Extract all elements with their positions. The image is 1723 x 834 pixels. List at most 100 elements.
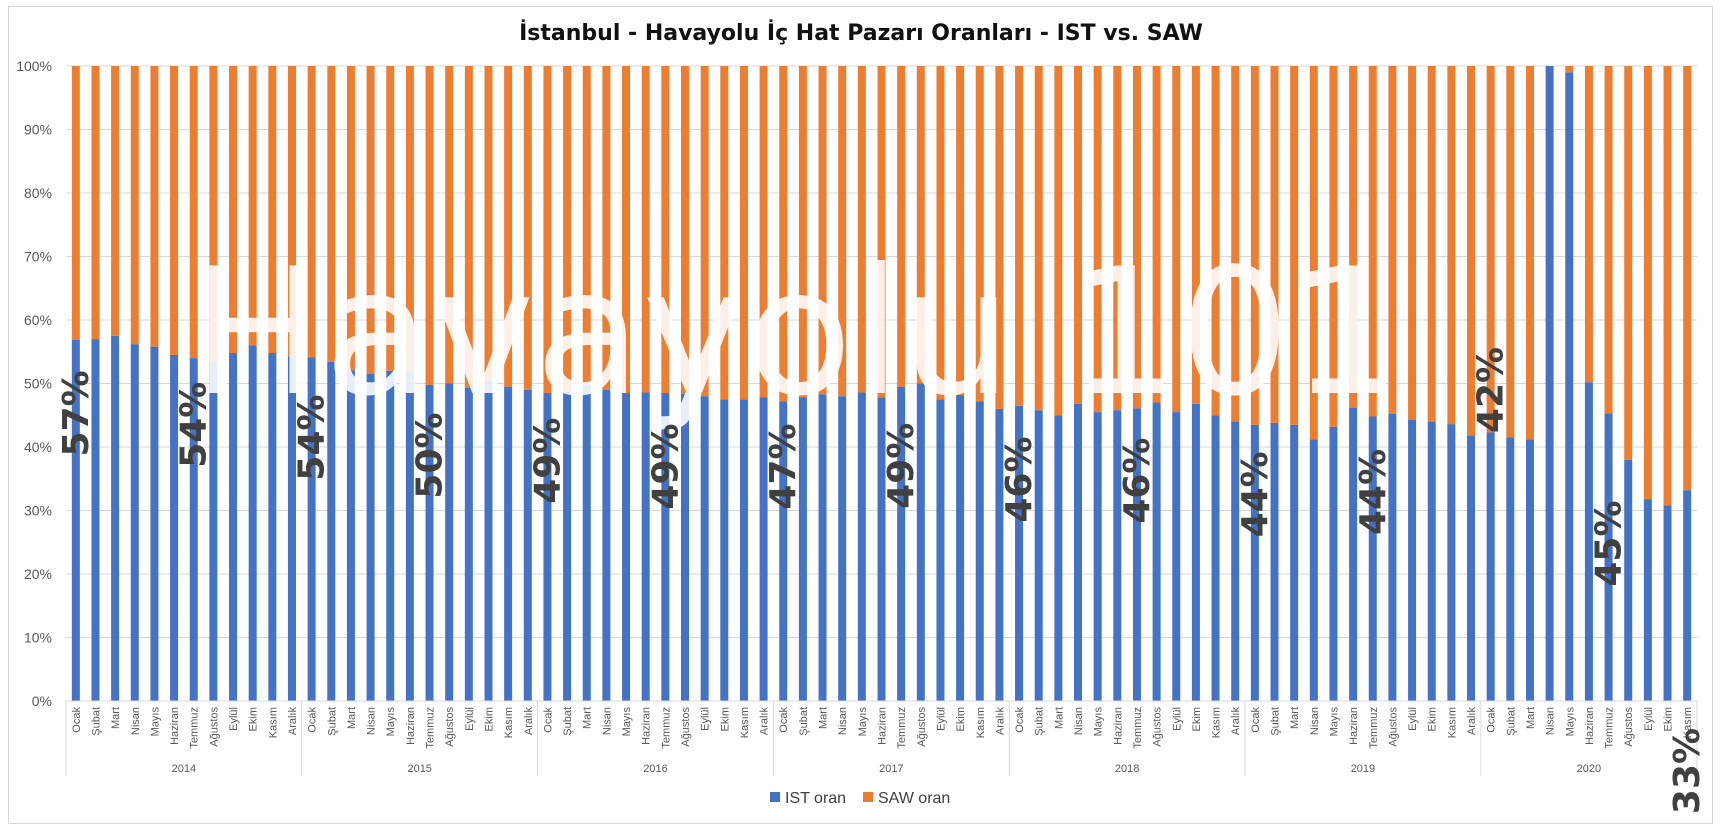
month-label: Mayıs: [1093, 707, 1105, 737]
chart-title: İstanbul - Havayolu İç Hat Pazarı Oranla…: [519, 20, 1203, 46]
bar-saw: [1663, 66, 1672, 506]
bar-saw: [818, 66, 827, 395]
bar-saw: [661, 66, 670, 394]
bar-saw: [1604, 66, 1613, 414]
month-label: Şubat: [1034, 707, 1046, 736]
y-tick-label: 0%: [32, 693, 52, 709]
bar-ist: [229, 353, 238, 701]
bar-ist: [346, 370, 355, 701]
month-label: Şubat: [562, 707, 574, 736]
bar-saw: [759, 66, 768, 398]
y-tick-label: 50%: [24, 376, 52, 392]
annotations: 57% 54% 54% 50% 49% 49% 47% 49% 46% 46% 44% 44% 42% 4…: [56, 347, 1708, 814]
month-label: Eylül: [228, 707, 240, 731]
y-tick-label: 20%: [24, 566, 52, 582]
y-tick-label: 90%: [24, 122, 52, 138]
month-label: Mayıs: [857, 707, 869, 737]
month-label: Ağustos: [1152, 707, 1164, 747]
bar-saw: [170, 66, 179, 355]
month-label: Aralık: [523, 707, 535, 736]
average-annotation: 33%: [1667, 728, 1708, 814]
month-label: Temmuz: [189, 707, 201, 749]
bar-saw: [700, 66, 709, 397]
month-label: Temmuz: [1604, 707, 1616, 749]
bar-ist: [1231, 421, 1240, 701]
bar-saw: [1172, 66, 1181, 413]
bar-saw: [1034, 66, 1043, 411]
month-label: Mayıs: [385, 707, 397, 737]
bar-saw: [366, 66, 375, 374]
bar-ist: [661, 393, 670, 701]
bar-saw: [1309, 66, 1318, 440]
month-label: Ağustos: [680, 707, 692, 747]
month-label: Ağustos: [916, 707, 928, 747]
bar-ist: [818, 394, 827, 701]
y-tick-label: 80%: [24, 185, 52, 201]
bar-ist: [680, 393, 689, 701]
bar-ist: [916, 383, 925, 701]
average-annotation: 50%: [410, 412, 451, 498]
month-label: Ocak: [778, 707, 790, 733]
bar-ist: [956, 394, 965, 701]
month-label: Ağustos: [208, 707, 220, 747]
month-label: Nisan: [366, 707, 378, 735]
bar-saw: [346, 66, 355, 371]
month-label: Kasım: [267, 707, 279, 738]
bar-saw: [720, 66, 729, 400]
month-label: Haziran: [169, 707, 181, 745]
bar-saw: [1368, 66, 1377, 417]
bar-ist: [1054, 415, 1063, 701]
month-label: Mart: [110, 707, 122, 729]
bar-ist: [1427, 421, 1436, 701]
bar-ist: [170, 354, 179, 701]
month-label: Mayıs: [149, 707, 161, 737]
bar-ist: [936, 399, 945, 701]
bar-saw: [779, 66, 788, 402]
bar-saw: [936, 66, 945, 400]
bar-saw: [1683, 66, 1692, 491]
bar-ist: [602, 389, 611, 701]
month-label: Eylül: [700, 707, 712, 731]
legend-label-saw: SAW oran: [878, 790, 950, 807]
average-annotation: 46%: [999, 436, 1040, 522]
month-label: Mayıs: [1328, 707, 1340, 737]
bar-ist: [995, 408, 1004, 701]
bar-ist: [739, 399, 748, 701]
month-label: Haziran: [1584, 707, 1596, 745]
legend-swatch-saw: [863, 792, 873, 802]
bar-saw: [1486, 66, 1495, 433]
month-label: Ağustos: [444, 707, 456, 747]
month-label: Haziran: [1112, 707, 1124, 745]
bar-ist: [1683, 490, 1692, 701]
bar-saw: [563, 66, 572, 392]
x-axis: Ocak Şubat Mart Nisan Mayıs Haziran Temmuz Ağus…: [65, 700, 1698, 776]
bar-ist: [1211, 415, 1220, 701]
bar-saw: [1093, 66, 1102, 413]
bar-ist: [1643, 499, 1652, 701]
bar-saw: [838, 66, 847, 397]
month-label: Kasım: [739, 707, 751, 738]
year-label: 2017: [879, 763, 903, 775]
month-label: Nisan: [601, 707, 613, 735]
bar-ist: [582, 384, 591, 701]
bar-ist: [425, 384, 434, 701]
bar-ist: [209, 362, 218, 701]
y-tick-label: 60%: [24, 312, 52, 328]
month-label: Ocak: [542, 707, 554, 733]
month-label: Ekim: [248, 707, 260, 731]
month-label: Mart: [1525, 707, 1537, 729]
bar-ist: [71, 339, 80, 701]
month-label: Nisan: [130, 707, 142, 735]
bar-saw: [1054, 66, 1063, 416]
month-label: Temmuz: [896, 707, 908, 749]
average-annotation: 49%: [881, 423, 922, 509]
month-label: Ekim: [719, 707, 731, 731]
bar-saw: [189, 66, 198, 359]
bar-ist: [1113, 410, 1122, 701]
bar-saw: [268, 66, 277, 354]
bar-saw: [1231, 66, 1240, 422]
month-label: Şubat: [326, 707, 338, 736]
bar-saw: [130, 66, 139, 345]
bar-saw: [798, 66, 807, 398]
bar-ist: [838, 396, 847, 701]
